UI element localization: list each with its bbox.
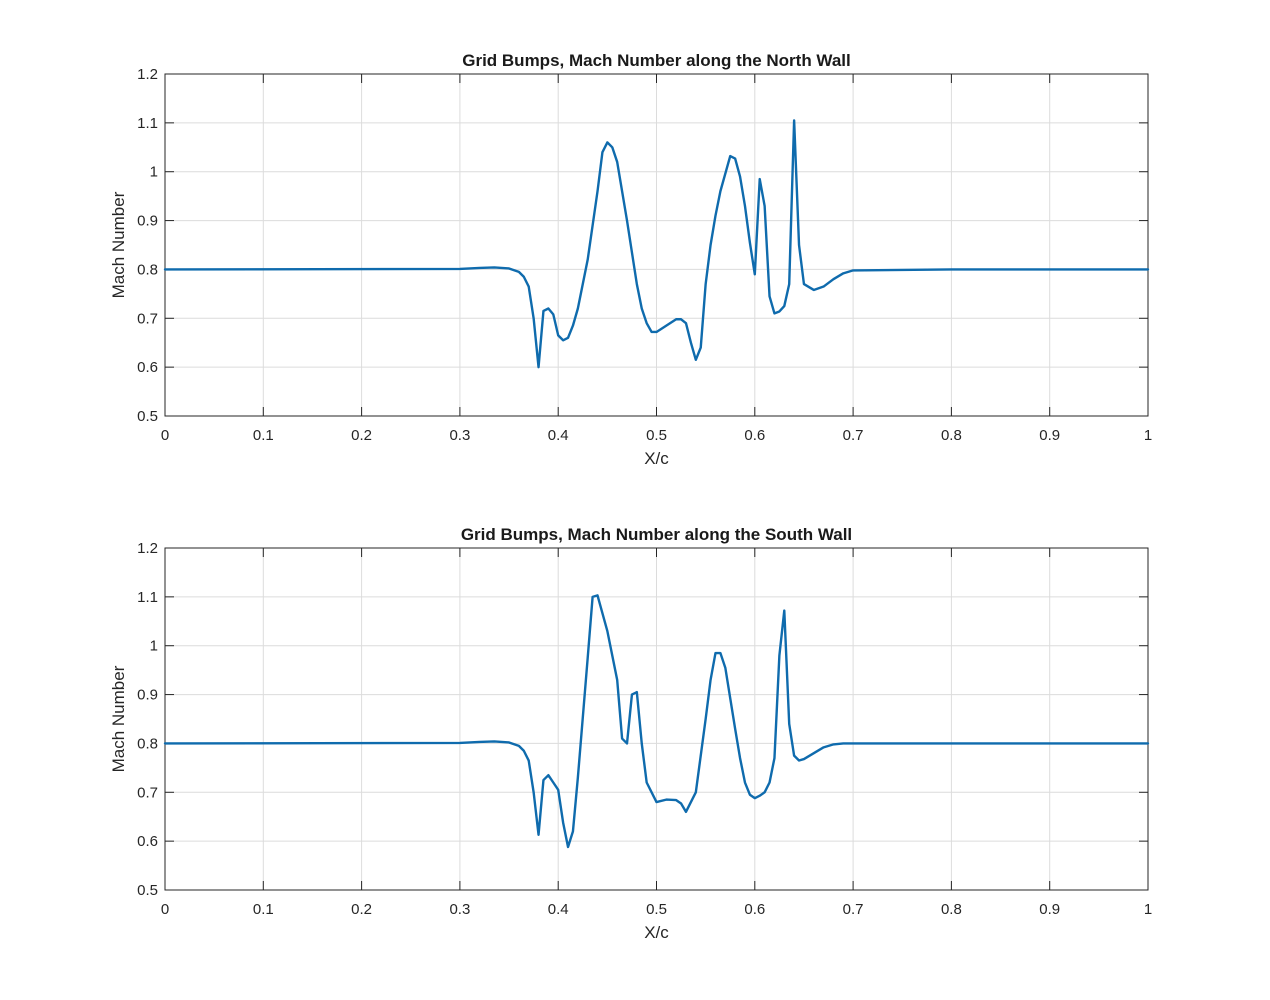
y-tick-label: 1.2 (137, 66, 158, 83)
y-tick-label: 0.7 (137, 310, 158, 327)
x-tick-label: 0.3 (449, 901, 470, 918)
x-tick-label: 0.9 (1039, 427, 1060, 444)
y-tick-label: 1.1 (137, 115, 158, 132)
x-tick-label: 0.5 (646, 901, 667, 918)
x-axis-label: X/c (644, 449, 669, 468)
y-tick-label: 1 (150, 164, 158, 181)
x-tick-label: 0.2 (351, 427, 372, 444)
y-tick-label: 0.6 (137, 833, 158, 850)
mach-number-line (163, 594, 1150, 849)
x-tick-label: 1 (1144, 901, 1152, 918)
mach-number-line (163, 119, 1150, 369)
y-axis-label: Mach Number (109, 665, 128, 772)
north-wall-chart: 0 0.1 0.2 0.3 0.4 0.5 0.6 0.7 0.8 0.9 1 0.50.60.70… (109, 51, 1152, 468)
x-tick-label: 0.8 (941, 427, 962, 444)
x-tick-label: 0.9 (1039, 901, 1060, 918)
y-tick-label: 0.5 (137, 408, 158, 425)
x-axis-label: X/c (644, 923, 669, 942)
x-tick-labels: 0 0.1 0.2 0.3 0.4 0.5 0.6 0.7 0.8 0.9 1 (161, 901, 1152, 918)
y-tick-label: 0.7 (137, 784, 158, 801)
chart-title: Grid Bumps, Mach Number along the North … (462, 51, 851, 70)
y-tick-label: 1 (150, 638, 158, 655)
south-wall-chart: 0 0.1 0.2 0.3 0.4 0.5 0.6 0.7 0.8 0.9 1 0.50.60.70… (109, 525, 1152, 942)
gridlines (164, 547, 1149, 891)
tick-marks (164, 73, 1149, 417)
y-tick-label: 1.2 (137, 540, 158, 557)
chart-title: Grid Bumps, Mach Number along the South … (461, 525, 852, 544)
y-tick-label: 0.8 (137, 735, 158, 752)
y-axis-label: Mach Number (109, 191, 128, 298)
y-tick-label: 0.8 (137, 261, 158, 278)
gridlines (164, 73, 1149, 417)
x-tick-label: 0.1 (253, 901, 274, 918)
y-tick-label: 1.1 (137, 589, 158, 606)
x-tick-label: 0.1 (253, 427, 274, 444)
x-tick-label: 0.7 (843, 901, 864, 918)
x-tick-labels: 0 0.1 0.2 0.3 0.4 0.5 0.6 0.7 0.8 0.9 1 (161, 427, 1152, 444)
x-tick-label: 0.4 (548, 427, 569, 444)
y-tick-labels: 0.5 0.6 0.7 0.8 0.9 1 1.1 1.2 (137, 66, 158, 425)
y-tick-label: 0.9 (137, 687, 158, 704)
y-tick-label: 0.6 (137, 359, 158, 376)
x-tick-label: 0 (161, 901, 169, 918)
x-tick-label: 0.5 (646, 427, 667, 444)
x-tick-label: 0.2 (351, 901, 372, 918)
y-tick-label: 0.5 (137, 882, 158, 899)
x-tick-label: 0.6 (744, 427, 765, 444)
x-tick-label: 0.6 (744, 901, 765, 918)
x-tick-label: 0 (161, 427, 169, 444)
x-tick-label: 0.3 (449, 427, 470, 444)
y-tick-labels: 0.5 0.6 0.7 0.8 0.9 1 1.1 1.2 (137, 540, 158, 899)
x-tick-label: 0.4 (548, 901, 569, 918)
y-tick-label: 0.9 (137, 213, 158, 230)
x-tick-label: 0.7 (843, 427, 864, 444)
x-tick-label: 0.8 (941, 901, 962, 918)
x-tick-label: 1 (1144, 427, 1152, 444)
